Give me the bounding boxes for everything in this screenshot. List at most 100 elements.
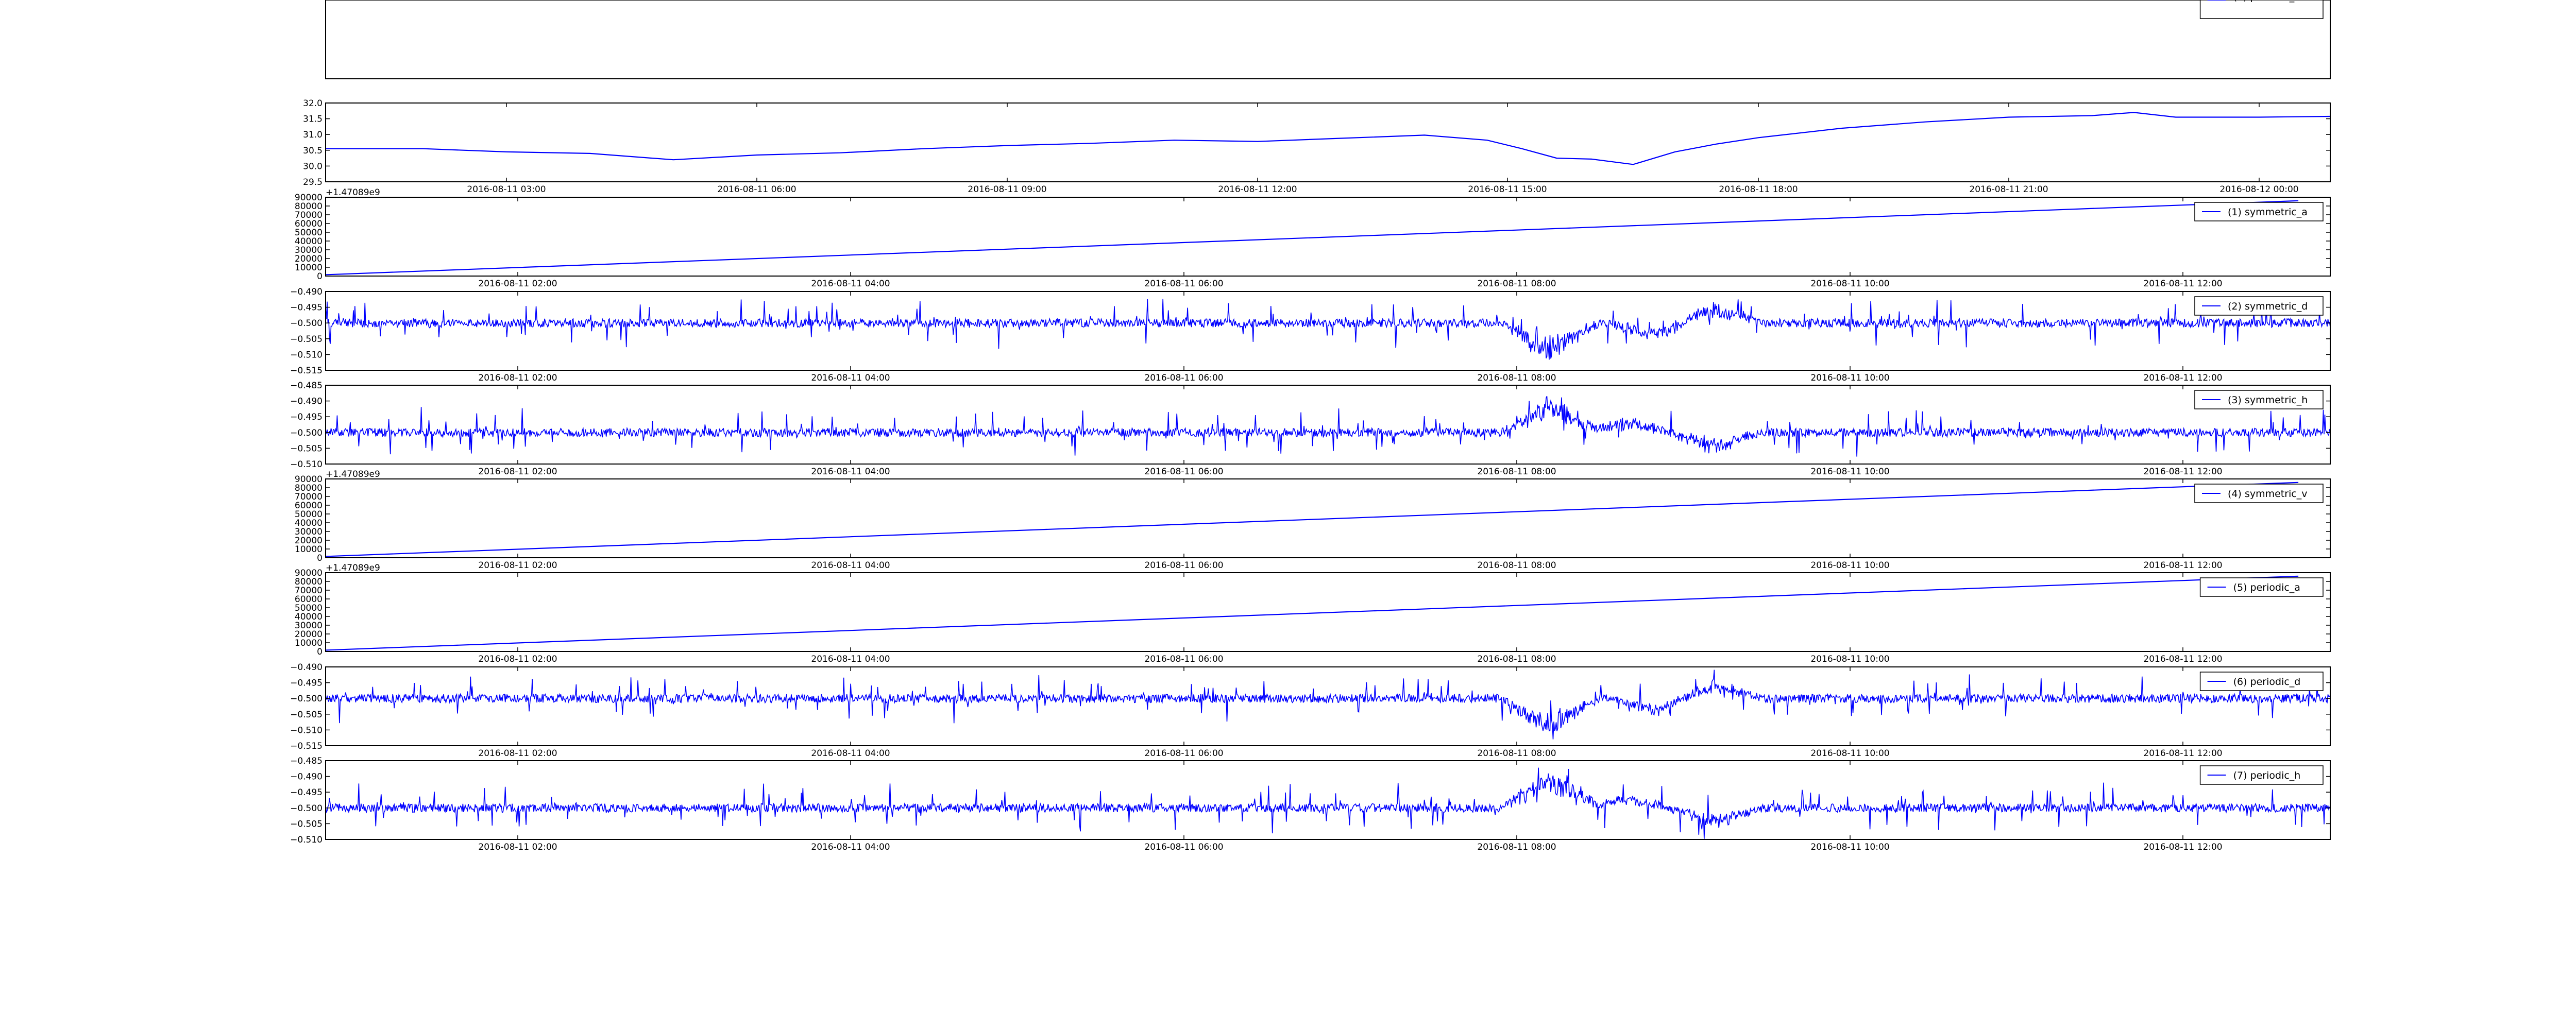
y-tick-label: 30.0 <box>303 161 323 171</box>
x-tick-label: 2016-08-11 10:00 <box>1810 560 1889 571</box>
series-line-8-1 <box>326 767 2330 839</box>
x-tick-label: 2016-08-11 12:00 <box>2143 0 2222 3</box>
y-tick-label: −0.510 <box>290 350 323 360</box>
y-tick-label: −0.490 <box>290 662 323 673</box>
y-tick-label: 30000 <box>295 0 323 3</box>
series-line-5-1 <box>326 482 2299 557</box>
y-tick-label: 60000 <box>295 0 323 3</box>
y-tick-label: 50000 <box>295 228 323 238</box>
y-tick-label: −0.485 <box>290 756 323 766</box>
y-tick-label: 0 <box>317 0 323 3</box>
x-tick-label: 2016-08-11 03:00 <box>467 184 546 195</box>
panel-8: −0.510 −0.505 −0.500 −0.495 −0.490 −0.485 2016… <box>290 756 2331 852</box>
axes-frame <box>325 291 2331 371</box>
y-tick-label: 40000 <box>295 0 323 3</box>
y-offset-label: +1.47089e9 <box>326 187 380 198</box>
x-tick-label: 2016-08-11 06:00 <box>1144 279 1223 289</box>
x-tick-label: 2016-08-11 10:00 <box>1810 748 1889 759</box>
y-tick-label: −0.510 <box>290 459 323 470</box>
y-tick-label: 10000 <box>295 0 323 3</box>
y-tick-label: 10000 <box>295 544 323 555</box>
y-tick-label: 20000 <box>295 629 323 640</box>
x-tick-label: 2016-08-11 12:00 <box>2143 560 2222 571</box>
y-tick-label: 20000 <box>295 254 323 264</box>
y-tick-label: 70000 <box>295 586 323 596</box>
y-tick-label: 10000 <box>295 638 323 648</box>
x-tick-label: 2016-08-11 18:00 <box>1719 184 1798 195</box>
x-tick-label: 2016-08-11 06:00 <box>1144 467 1223 477</box>
series-line-2-1 <box>326 200 2299 276</box>
x-tick-label: 2016-08-11 15:00 <box>1468 184 1547 195</box>
y-tick-label: 70000 <box>295 0 323 3</box>
y-tick-label: 40000 <box>295 612 323 622</box>
y-offset-label: +1.47089e9 <box>326 563 380 573</box>
x-tick-label: 2016-08-11 02:00 <box>478 0 557 3</box>
x-tick-label: 2016-08-11 06:00 <box>1144 748 1223 759</box>
x-tick-label: 2016-08-11 12:00 <box>1218 184 1297 195</box>
y-tick-label: 60000 <box>295 219 323 229</box>
y-tick-label: 90000 <box>295 193 323 203</box>
axes-frame <box>325 760 2331 840</box>
x-tick-label: 2016-08-11 02:00 <box>478 842 557 852</box>
y-tick-label: −0.510 <box>290 725 323 735</box>
axes-frame <box>325 385 2331 465</box>
y-tick-label: 29.5 <box>303 177 323 187</box>
axes-frame <box>325 478 2331 558</box>
axes-frame <box>325 197 2331 277</box>
series-line-6-1 <box>326 575 2299 651</box>
legend: (4) symmetric_v <box>2194 484 2324 503</box>
y-tick-label: 31.0 <box>303 130 323 140</box>
y-tick-label: 50000 <box>295 0 323 3</box>
x-tick-label: 2016-08-11 12:00 <box>2143 373 2222 383</box>
legend: (3) symmetric_h <box>2194 390 2324 409</box>
legend-label: (5) periodic_a <box>2233 582 2300 593</box>
y-tick-label: 30000 <box>295 621 323 631</box>
x-tick-label: 2016-08-11 10:00 <box>1810 842 1889 852</box>
panel-5: 0100002000030000400005000060000700008000… <box>295 469 2331 571</box>
y-tick-label: 20000 <box>295 536 323 546</box>
x-tick-label: 2016-08-11 08:00 <box>1477 373 1556 383</box>
x-tick-label: 2016-08-11 08:00 <box>1477 467 1556 477</box>
x-tick-label: 2016-08-11 12:00 <box>2143 842 2222 852</box>
x-tick-label: 2016-08-11 12:00 <box>2143 748 2222 759</box>
axes-frame <box>325 0 2331 79</box>
x-tick-label: 2016-08-11 06:00 <box>1144 560 1223 571</box>
panel-1: 29.5 30.0 30.5 31.0 31.5 32.0 2016-08-11 03:00… <box>303 98 2331 195</box>
y-tick-label: −0.495 <box>290 787 323 798</box>
y-tick-label: 40000 <box>295 236 323 247</box>
y-tick-label: 0 <box>317 647 323 657</box>
y-tick-label: 90000 <box>295 474 323 485</box>
x-tick-label: 2016-08-11 08:00 <box>1477 279 1556 289</box>
y-tick-label: −0.490 <box>290 772 323 782</box>
legend-label: (7) periodic_h <box>2233 770 2301 781</box>
y-tick-label: 10000 <box>295 263 323 273</box>
y-tick-label: 70000 <box>295 492 323 502</box>
x-tick-label: 2016-08-11 04:00 <box>811 654 890 664</box>
axes-frame <box>325 572 2331 652</box>
y-tick-label: −0.495 <box>290 412 323 422</box>
y-offset-label: +1.47089e9 <box>326 0 380 3</box>
x-tick-label: 2016-08-11 02:00 <box>478 279 557 289</box>
x-tick-label: 2016-08-11 08:00 <box>1477 0 1556 3</box>
y-tick-label: 90000 <box>295 568 323 578</box>
y-tick-label: 0 <box>317 271 323 282</box>
x-tick-label: 2016-08-11 04:00 <box>811 467 890 477</box>
x-tick-label: 2016-08-11 08:00 <box>1477 654 1556 664</box>
x-tick-label: 2016-08-11 02:00 <box>478 560 557 571</box>
y-tick-label: 80000 <box>295 577 323 587</box>
x-tick-label: 2016-08-11 02:00 <box>478 654 557 664</box>
x-tick-label: 2016-08-11 04:00 <box>811 279 890 289</box>
y-tick-label: −0.515 <box>290 366 323 376</box>
legend-label: (3) symmetric_h <box>2228 394 2308 406</box>
x-tick-label: 2016-08-11 10:00 <box>1810 467 1889 477</box>
y-tick-label: 30.5 <box>303 146 323 156</box>
y-tick-label: −0.495 <box>290 303 323 313</box>
y-tick-label: −0.490 <box>290 397 323 407</box>
x-tick-label: 2016-08-11 10:00 <box>1810 373 1889 383</box>
x-tick-label: 2016-08-11 04:00 <box>811 842 890 852</box>
series-line-7-1 <box>326 670 2330 740</box>
x-tick-label: 2016-08-11 04:00 <box>811 373 890 383</box>
y-tick-label: −0.500 <box>290 694 323 704</box>
x-tick-label: 2016-08-11 08:00 <box>1477 748 1556 759</box>
x-tick-label: 2016-08-11 12:00 <box>2143 654 2222 664</box>
